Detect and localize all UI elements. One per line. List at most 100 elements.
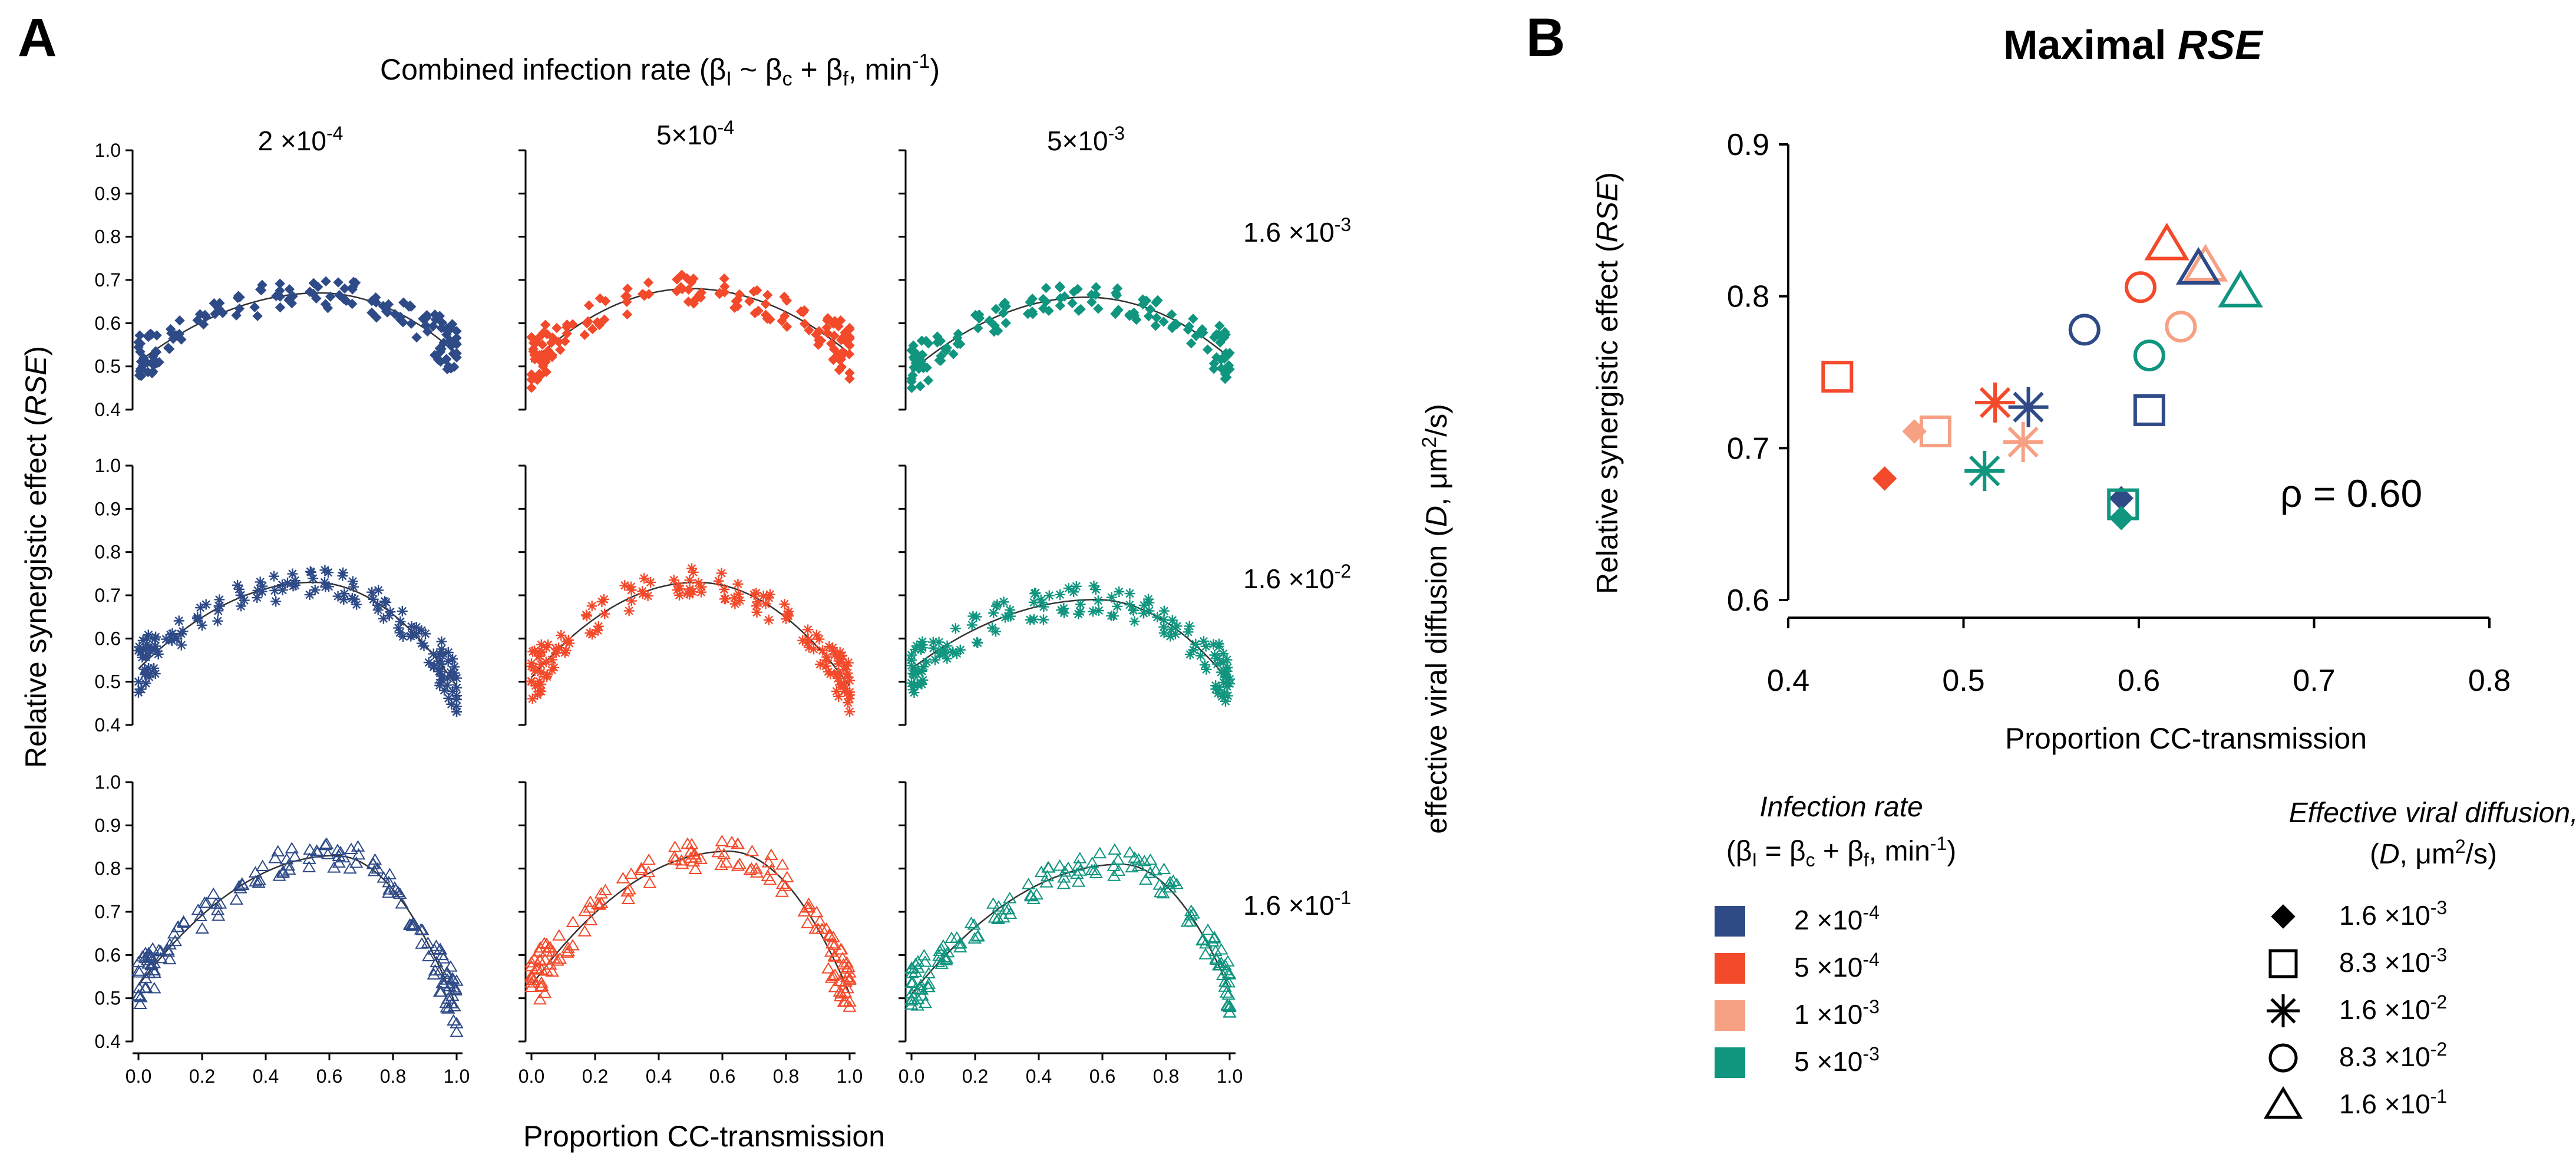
data-point — [800, 901, 814, 912]
data-point — [811, 629, 822, 641]
data-point — [176, 639, 187, 651]
data-point — [304, 589, 315, 601]
data-point — [764, 848, 778, 861]
data-point — [366, 586, 378, 598]
data-point — [551, 643, 562, 654]
data-point — [1148, 863, 1163, 876]
data-point — [321, 299, 331, 310]
data-point — [918, 955, 932, 967]
data-point — [719, 856, 734, 868]
data-point — [1156, 886, 1170, 899]
data-point — [839, 686, 850, 697]
data-point — [1208, 358, 1220, 369]
data-point — [1128, 605, 1139, 616]
data-point — [834, 680, 846, 691]
data-point — [436, 952, 451, 964]
data-point — [835, 951, 850, 964]
data-point — [1055, 282, 1065, 293]
data-point — [953, 937, 967, 949]
data-point — [436, 636, 447, 647]
data-point — [349, 856, 364, 868]
data-point — [256, 586, 267, 597]
data-point — [1223, 1006, 1237, 1018]
data-point — [911, 640, 923, 651]
data-point — [442, 326, 453, 337]
legend-diffusion-label: 8.3 ×10-3 — [2339, 944, 2447, 978]
data-point — [1201, 664, 1212, 675]
data-point — [844, 368, 855, 378]
legend-swatch-red — [1715, 953, 1745, 984]
data-point — [1021, 878, 1036, 889]
data-point — [389, 309, 401, 319]
data-point — [972, 637, 983, 648]
x-tick-label: 0.2 — [582, 1066, 608, 1087]
data-point — [1071, 581, 1082, 592]
data-point — [233, 882, 247, 894]
data-point — [1157, 862, 1171, 875]
data-point — [1150, 320, 1161, 331]
data-point — [1055, 300, 1066, 311]
y-tick-label: 0.5 — [95, 671, 121, 693]
b-x-tick-label: 0.5 — [1942, 664, 1984, 698]
data-point — [1167, 615, 1178, 626]
data-point — [320, 581, 331, 592]
data-point — [1091, 282, 1102, 292]
data-point — [553, 642, 564, 654]
panel-b-plot: 0.6 0.7 0.8 0.9 0.4 0.5 0.6 0.7 0.8 — [1727, 128, 2511, 698]
data-point — [414, 923, 428, 935]
data-point — [277, 585, 288, 596]
data-point — [394, 627, 405, 638]
data-point — [442, 980, 457, 991]
data-point — [1158, 605, 1170, 617]
data-point — [1090, 584, 1101, 595]
data-point — [1220, 672, 1231, 683]
data-point — [1129, 616, 1140, 627]
b-point-blue-star — [2008, 387, 2049, 427]
data-point — [1144, 597, 1155, 608]
data-point — [923, 338, 934, 349]
data-point — [674, 589, 685, 601]
data-point — [910, 644, 921, 655]
data-point — [1213, 638, 1224, 650]
data-point — [578, 904, 592, 917]
data-point — [688, 848, 702, 860]
data-point — [1221, 372, 1232, 383]
data-point — [151, 944, 166, 955]
data-point — [132, 966, 147, 978]
data-point — [832, 667, 843, 678]
data-point — [1112, 601, 1123, 612]
data-point — [1212, 658, 1223, 670]
data-point — [688, 862, 702, 875]
data-point — [437, 317, 448, 328]
subplot-r1-c2 — [518, 149, 855, 411]
data-point — [1068, 586, 1079, 598]
data-point — [1158, 614, 1170, 625]
data-point — [1152, 295, 1163, 306]
panel-b-ylabel: Relative synergistic effect (RSE) — [1591, 172, 1624, 594]
data-point — [536, 679, 547, 690]
data-point — [821, 322, 832, 333]
data-point — [1026, 892, 1041, 904]
legend-diffusion-label: 1.6 ×10-1 — [2339, 1086, 2447, 1119]
data-point — [249, 302, 260, 312]
data-point — [748, 286, 759, 297]
data-point — [970, 309, 981, 321]
data-point — [526, 973, 541, 985]
data-point — [583, 300, 595, 311]
data-point — [566, 915, 580, 928]
y-tick-label: 0.4 — [95, 399, 121, 420]
x-tick-label: 0.2 — [189, 1066, 215, 1087]
subplot-r2-c3 — [899, 464, 1235, 726]
data-point — [566, 938, 580, 951]
data-point — [379, 596, 390, 607]
data-point — [135, 646, 146, 657]
y-tick-label: 0.9 — [95, 183, 121, 204]
data-point — [1219, 986, 1234, 998]
data-point — [1086, 296, 1097, 308]
data-point — [667, 850, 682, 862]
panel-b-label: B — [1526, 8, 1565, 68]
data-point — [751, 606, 762, 618]
data-point — [229, 893, 244, 905]
data-point — [441, 992, 455, 1004]
data-point — [319, 565, 331, 576]
